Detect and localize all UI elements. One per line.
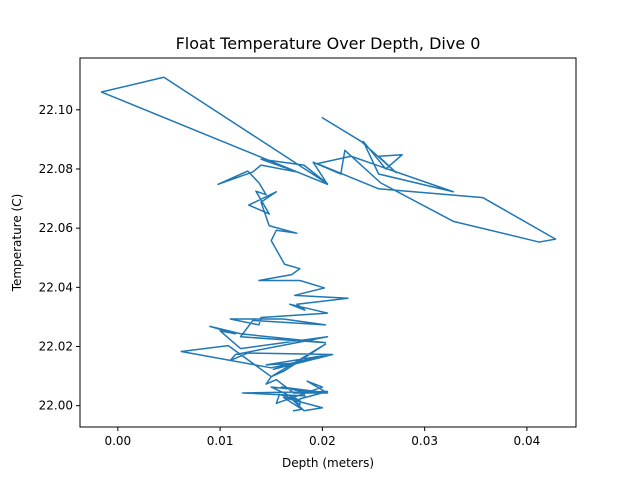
y-tick-label: 22.06 [39,221,73,235]
x-tick-label: 0.03 [411,434,438,448]
x-tick-label: 0.04 [514,434,541,448]
x-axis-label: Depth (meters) [282,456,374,470]
plot-area [79,57,577,428]
y-tick-label: 22.00 [39,399,73,413]
x-axis: 0.00 0.01 0.02 0.03 0.04 [104,427,540,448]
y-tick-label: 22.08 [39,162,73,176]
y-axis: 22.00 22.02 22.04 22.06 22.08 22.10 [39,103,80,413]
chart-title: Float Temperature Over Depth, Dive 0 [176,34,481,53]
y-tick-label: 22.02 [39,340,73,354]
y-tick-label: 22.10 [39,103,73,117]
y-tick-label: 22.04 [39,280,73,294]
data-series-line [100,76,557,412]
y-axis-label: Temperature (C) [10,194,24,293]
axes-frame [79,57,577,428]
x-tick-label: 0.02 [309,434,336,448]
x-tick-label: 0.00 [104,434,131,448]
x-tick-label: 0.01 [207,434,234,448]
